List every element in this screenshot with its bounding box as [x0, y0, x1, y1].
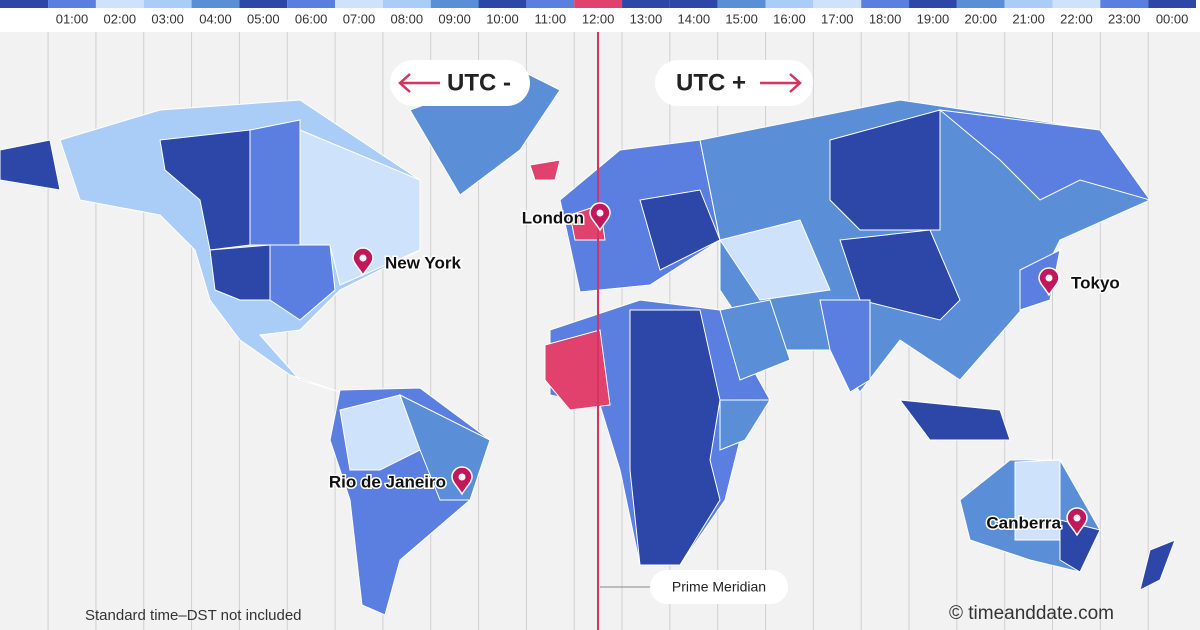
hour-strip: [669, 0, 718, 8]
hour-strip: [1052, 0, 1101, 8]
utc-plus-label: UTC +: [676, 69, 746, 96]
land-zone: [839, 229, 961, 321]
hour-label: 16:00: [773, 11, 806, 26]
hour-strip: [430, 0, 479, 8]
hour-label: 23:00: [1108, 11, 1141, 26]
hour-strip: [813, 0, 862, 8]
land-zone: [938, 109, 1152, 201]
hour-label: 20:00: [964, 11, 997, 26]
land-zone: [829, 109, 941, 231]
hour-label: 11:00: [535, 11, 567, 26]
hour-label: 18:00: [869, 11, 902, 26]
hour-strip: [191, 0, 240, 8]
hour-label: 14:00: [678, 11, 711, 26]
hour-label: 15:00: [725, 11, 758, 26]
hour-strip: [287, 0, 336, 8]
hour-label: 05:00: [247, 11, 280, 26]
utc-minus-label: UTC -: [447, 69, 511, 96]
arrow-right: [760, 73, 802, 93]
hour-strip: [1004, 0, 1053, 8]
land-zone: [339, 394, 421, 471]
land-zone: [819, 299, 871, 393]
footnote: Standard time–DST not included: [85, 607, 302, 624]
utc-minus-pill: [390, 60, 530, 106]
prime-meridian-label: Prime Meridian: [672, 579, 766, 595]
city-label: New York: [385, 253, 461, 272]
hour-strip: [622, 0, 670, 8]
indonesia: [898, 399, 1011, 441]
hour-strip: [239, 0, 288, 8]
hour-label: 07:00: [343, 11, 376, 26]
hour-label: 04:00: [199, 11, 232, 26]
hour-strip: [526, 0, 575, 8]
city-pin-dot: [596, 209, 604, 217]
city-label: Canberra: [986, 513, 1061, 532]
hour-strip: [765, 0, 814, 8]
land-zone: [1059, 519, 1101, 573]
hour-strip: [909, 0, 957, 8]
hour-label: 00:00: [1156, 11, 1189, 26]
cities: London New York Tokyo Rio de Janeiro Canberr…: [327, 202, 1121, 537]
hour-label: 13:00: [630, 11, 663, 26]
hour-label: 03:00: [151, 11, 184, 26]
city-pin-dot: [359, 254, 367, 262]
hour-label: 21:00: [1012, 11, 1045, 26]
hour-label: 10:00: [486, 11, 519, 26]
land-zone: [629, 309, 721, 566]
city-pin-dot: [1045, 274, 1053, 282]
land: [0, 69, 1176, 616]
hour-strip: [574, 0, 623, 8]
land-zone: [249, 119, 301, 246]
hour-strip: [382, 0, 431, 8]
city-label: Tokyo: [1071, 273, 1120, 292]
utc-plus-pill: [655, 60, 813, 106]
hour-strip: [956, 0, 1005, 8]
city-label: Rio de Janeiro: [329, 472, 446, 491]
hour-strip: [335, 0, 383, 8]
land-zone: [719, 399, 771, 451]
new-zealand: [1139, 539, 1176, 591]
hour-strip: [0, 0, 49, 8]
hour-label: 01:00: [56, 11, 89, 26]
land-zone: [0, 139, 61, 191]
land-zone: [719, 219, 831, 301]
city-label: London: [522, 208, 584, 227]
hour-label: 12:00: [582, 11, 615, 26]
hour-strip: [1148, 0, 1197, 8]
hour-strip: [861, 0, 910, 8]
hour-label: 17:00: [821, 11, 854, 26]
hour-label: 02:00: [104, 11, 137, 26]
hour-label: 09:00: [438, 11, 471, 26]
hour-strip: [1100, 0, 1149, 8]
hour-label: 19:00: [917, 11, 950, 26]
hour-strip: [48, 0, 96, 8]
hour-label: 08:00: [391, 11, 424, 26]
credit: © timeanddate.com: [949, 603, 1114, 624]
hour-strip: [478, 0, 527, 8]
prime-meridian-pill: [650, 570, 788, 604]
west-africa: [544, 329, 611, 411]
hour-strip: [143, 0, 192, 8]
hour-strip: [95, 0, 144, 8]
hour-label: 06:00: [295, 11, 328, 26]
iceland: [529, 159, 561, 181]
land-zone: [209, 244, 271, 301]
hour-strip: [717, 0, 766, 8]
city-pin-dot: [1073, 514, 1081, 522]
land-zone: [719, 299, 791, 381]
city-pin-dot: [458, 473, 466, 481]
hour-label: 22:00: [1060, 11, 1093, 26]
arrow-left: [398, 73, 440, 93]
land-zone: [299, 129, 421, 286]
